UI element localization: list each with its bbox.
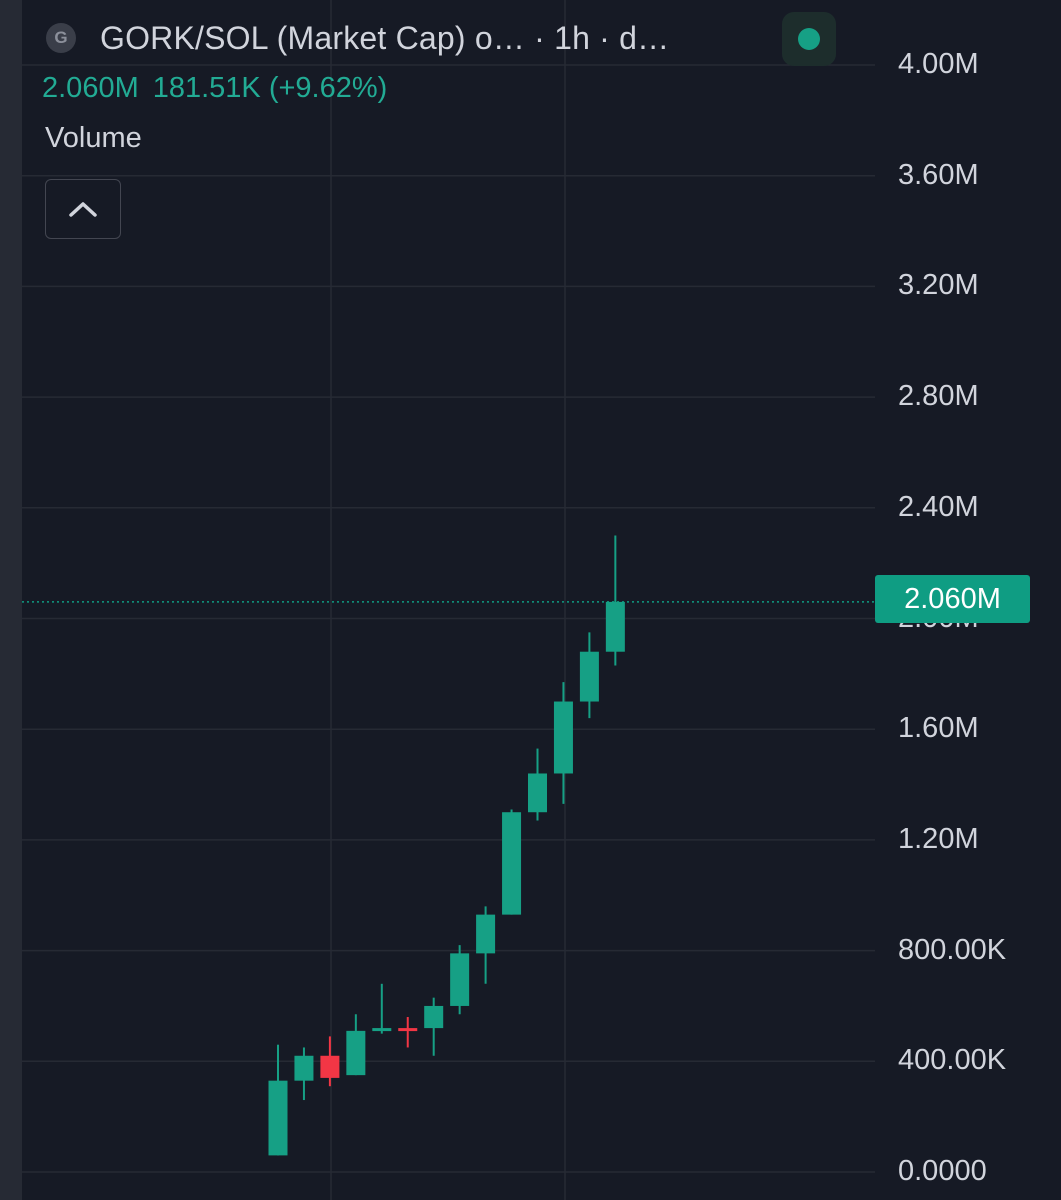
candle [372,983,392,1034]
candle [268,1044,288,1156]
market-status-indicator[interactable] [782,12,836,66]
y-tick-label: 0.0000 [898,1155,987,1187]
candle [579,632,599,719]
candle [424,997,444,1056]
y-tick-label: 4.00M [898,48,979,80]
y-tick-label: 800.00K [898,933,1007,966]
volume-indicator-label[interactable]: Volume [45,122,142,154]
candle [502,809,522,915]
legend-values: 2.060M 181.51K (+9.62%) [42,72,401,105]
candle [294,1047,314,1101]
symbol-badge[interactable]: G [46,23,76,53]
candles [268,535,625,1156]
candle-body [346,1030,366,1076]
y-tick-label: 2.40M [898,490,979,523]
candle-body [553,701,573,774]
y-tick-label: 2.80M [898,380,979,413]
candle-body [294,1055,314,1081]
legend-last-value: 2.060M [42,72,139,104]
status-dot-icon [798,28,820,50]
candle-body [450,953,470,1006]
candle-body [424,1005,444,1029]
y-tick-label: 3.20M [898,269,979,302]
candle-body [320,1055,340,1078]
candle [553,682,573,804]
candle-body [476,914,496,954]
collapse-legend-button[interactable] [45,179,121,239]
candle [605,535,625,666]
last-price-tag: 2.060M [875,575,1030,623]
y-tick-label: 1.20M [898,822,979,855]
candle [476,906,496,984]
y-tick-label: 3.60M [898,158,979,191]
legend-title-row: G GORK/SOL (Market Cap) o… · 1h · d… [46,14,669,62]
candle-body [398,1028,418,1032]
grid-lines [22,0,875,1200]
symbol-title[interactable]: GORK/SOL (Market Cap) o… · 1h · d… [100,19,670,56]
candle-body [528,773,547,813]
candle [398,1017,418,1048]
candle-body [268,1080,288,1156]
candle [346,1014,366,1076]
left-toolbar-rail [0,0,22,1200]
chevron-up-icon [69,202,97,217]
candle [528,748,547,821]
candle-body [605,601,625,652]
candle-body [372,1028,392,1032]
candle [450,945,470,1015]
candle-body [579,651,599,702]
candle-body [502,812,522,915]
y-tick-label: 400.00K [898,1044,1007,1077]
candle [320,1036,340,1087]
legend-change: 181.51K (+9.62%) [152,72,388,104]
y-tick-label: 1.60M [898,712,979,745]
